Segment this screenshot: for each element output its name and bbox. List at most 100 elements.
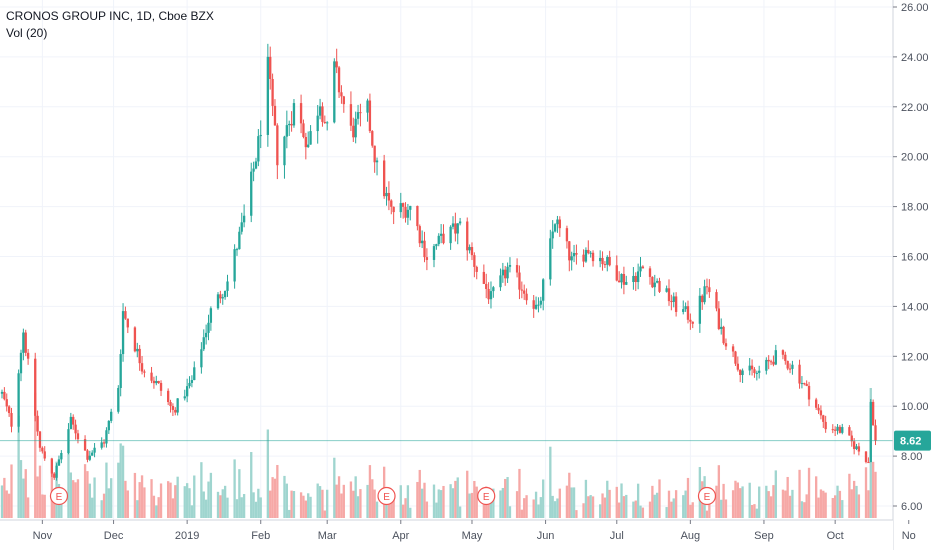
candle-body [589, 252, 592, 254]
candle-body [356, 112, 360, 119]
time-tick-label: Feb [251, 530, 270, 542]
volume-bar [705, 510, 709, 518]
volume-bar [5, 490, 8, 518]
candle-body [110, 411, 113, 421]
candle [655, 278, 659, 284]
candle-body [359, 112, 362, 114]
candle [722, 325, 725, 345]
candle-body [318, 106, 322, 116]
candle-body [126, 318, 129, 328]
candle-body [216, 294, 220, 309]
volume-bar [648, 501, 652, 518]
candle [570, 251, 573, 271]
candle-body [551, 231, 554, 239]
candle [724, 338, 728, 351]
volume-bar [188, 488, 191, 518]
candle-body [824, 421, 827, 430]
candle-body [326, 122, 329, 124]
volume-bar [641, 507, 645, 518]
candle-body [800, 383, 804, 385]
candle [456, 223, 459, 245]
volume-bar [43, 494, 46, 518]
candle [17, 369, 20, 433]
volume-bar [136, 500, 139, 518]
candle [200, 342, 203, 374]
candle [323, 115, 326, 124]
candle [874, 419, 877, 446]
earnings-marker-label: E [56, 492, 63, 503]
candle [74, 419, 77, 440]
volume-bar [822, 490, 825, 518]
volume-bar [392, 494, 395, 518]
candle [235, 247, 239, 256]
candle-body [781, 350, 785, 355]
volume-bar [390, 499, 393, 518]
volume-bar [418, 469, 421, 518]
candle [375, 157, 379, 176]
volume-bar [556, 498, 559, 518]
candle-body [542, 279, 545, 301]
candle [107, 420, 110, 434]
candle-body [501, 269, 505, 276]
volume-bar [765, 485, 768, 518]
volume-bar [523, 498, 526, 518]
candle-body [69, 416, 72, 430]
candle [110, 408, 113, 424]
candle [475, 265, 478, 280]
candle [93, 442, 96, 458]
candle [337, 65, 341, 98]
candle-body [269, 56, 272, 79]
candle [822, 414, 825, 428]
candle-body [815, 399, 818, 408]
candle [188, 376, 191, 389]
volume-bar [67, 450, 70, 518]
candle [449, 225, 452, 250]
volume-bar [72, 480, 75, 518]
volume-bar [601, 493, 604, 518]
candle [202, 329, 205, 352]
volume-bar [26, 497, 30, 518]
candle-body [584, 249, 588, 262]
candle [788, 363, 792, 374]
candle-body [634, 275, 637, 283]
volume-bar [226, 497, 229, 518]
candle-body [672, 296, 675, 302]
candle [0, 389, 4, 399]
volume-bar [855, 485, 858, 518]
volume-bar [833, 495, 837, 518]
candle-body [667, 288, 671, 302]
chart-title: CRONOS GROUP INC, 1D, Cboe BZX [6, 9, 214, 23]
candle [674, 292, 678, 317]
candle [815, 397, 818, 410]
candle-body [451, 223, 455, 227]
candle [276, 123, 279, 180]
candle [409, 205, 412, 221]
candle [240, 212, 243, 235]
earnings-marker: E [697, 486, 717, 506]
volume-bar [717, 465, 721, 518]
candle-body [204, 332, 208, 338]
candle [307, 131, 310, 148]
volume-bar [570, 487, 573, 518]
candle [485, 273, 488, 299]
time-axis: Nov Dec 2019 Feb Mar Apr May Jun Jul Aug Sep Oct No [0, 519, 916, 550]
candle [864, 451, 868, 464]
volume-bar [689, 504, 692, 518]
candle-body [731, 346, 735, 352]
candle-body [276, 125, 279, 166]
candle-body [57, 459, 61, 466]
candle-body [185, 386, 189, 397]
candle-body [805, 383, 808, 386]
volume-bar [41, 494, 44, 518]
candle-body [404, 206, 407, 218]
candle-body [368, 100, 372, 132]
candle-body [140, 363, 144, 372]
volume-bar [736, 482, 739, 518]
volume-bar [651, 485, 654, 518]
candle [466, 217, 469, 261]
volume-bar [456, 477, 459, 518]
candle [385, 186, 388, 206]
volume-bar [283, 475, 286, 518]
volume-bar [639, 505, 642, 518]
